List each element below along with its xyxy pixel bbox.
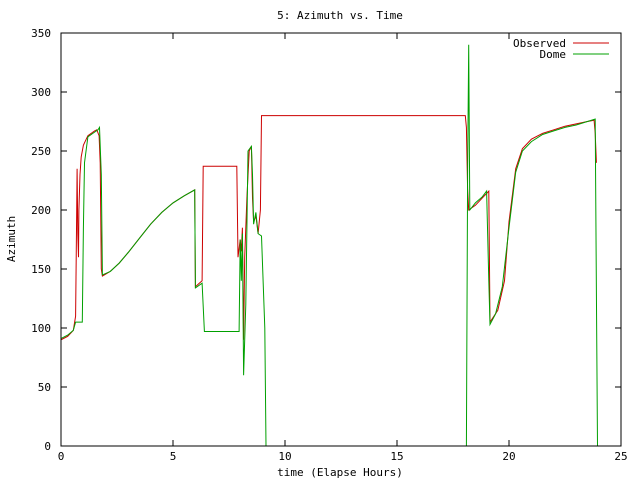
x-tick-label: 10 (278, 450, 291, 463)
y-tick-label: 150 (31, 263, 51, 276)
series-line-dome (60, 44, 598, 447)
x-tick-label: 20 (502, 450, 515, 463)
x-tick-label: 0 (58, 450, 65, 463)
x-axis-label: time (Elapse Hours) (277, 466, 403, 479)
legend-label-dome: Dome (540, 48, 567, 61)
legend-label-observed: Observed (513, 37, 566, 50)
x-tick-label: 15 (390, 450, 403, 463)
x-tick-label: 25 (614, 450, 627, 463)
series-layer (60, 44, 598, 447)
y-tick-label: 100 (31, 322, 51, 335)
y-tick-label: 300 (31, 86, 51, 99)
y-tick-label: 200 (31, 204, 51, 217)
y-tick-label: 250 (31, 145, 51, 158)
chart-title: 5: Azimuth vs. Time (277, 9, 403, 22)
y-tick-label: 350 (31, 27, 51, 40)
y-tick-label: 0 (44, 440, 51, 453)
y-axis-label: Azimuth (5, 216, 18, 262)
plot-frame (60, 32, 622, 447)
x-tick-label: 5 (170, 450, 177, 463)
y-tick-label: 50 (38, 381, 51, 394)
